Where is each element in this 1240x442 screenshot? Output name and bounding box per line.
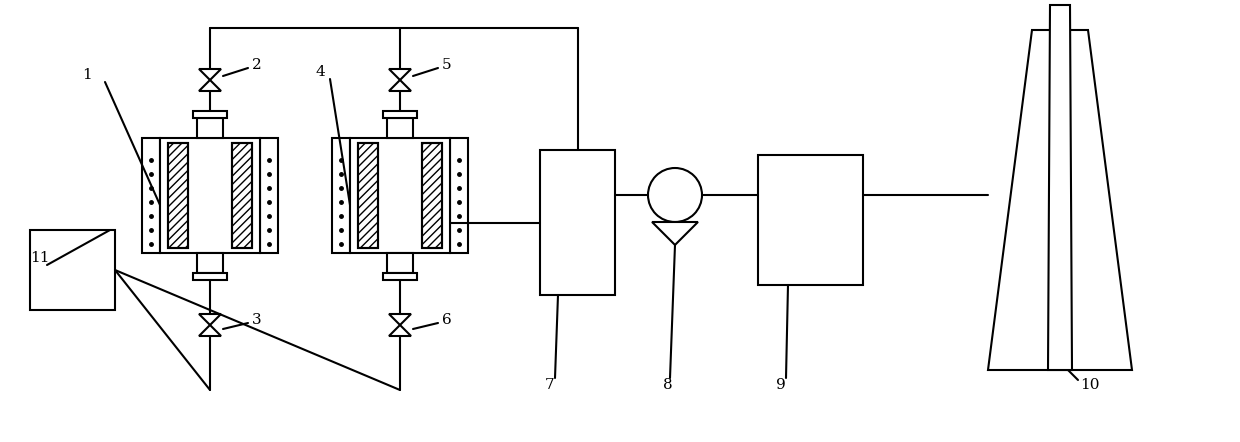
Bar: [383, 273, 417, 279]
Text: 8: 8: [663, 378, 672, 392]
Text: 1: 1: [82, 68, 92, 82]
Bar: [232, 142, 252, 248]
Text: 11: 11: [30, 251, 50, 265]
Bar: [450, 137, 467, 252]
Bar: [197, 118, 223, 137]
Bar: [193, 273, 227, 279]
Bar: [167, 142, 188, 248]
Bar: [358, 142, 378, 248]
Bar: [758, 155, 863, 285]
Polygon shape: [389, 325, 410, 336]
Bar: [260, 137, 278, 252]
Text: 2: 2: [252, 58, 262, 72]
Polygon shape: [198, 80, 221, 91]
Bar: [358, 142, 378, 248]
Polygon shape: [389, 314, 410, 325]
Polygon shape: [652, 222, 698, 245]
Bar: [422, 142, 441, 248]
Bar: [197, 252, 223, 273]
Bar: [143, 137, 160, 252]
Text: 9: 9: [776, 378, 786, 392]
Polygon shape: [988, 30, 1132, 370]
Bar: [30, 230, 115, 310]
Bar: [383, 110, 417, 118]
Polygon shape: [389, 80, 410, 91]
Bar: [539, 150, 615, 295]
Text: 3: 3: [252, 313, 262, 327]
Bar: [332, 137, 350, 252]
Text: 5: 5: [441, 58, 451, 72]
Bar: [387, 118, 413, 137]
Text: 7: 7: [546, 378, 554, 392]
Polygon shape: [198, 325, 221, 336]
Polygon shape: [389, 69, 410, 80]
Bar: [167, 142, 188, 248]
Bar: [193, 110, 227, 118]
Polygon shape: [198, 69, 221, 80]
Circle shape: [649, 168, 702, 222]
Bar: [422, 142, 441, 248]
Text: 4: 4: [315, 65, 325, 79]
Polygon shape: [1048, 5, 1073, 370]
Bar: [160, 137, 260, 252]
Polygon shape: [198, 314, 221, 325]
Bar: [232, 142, 252, 248]
Bar: [350, 137, 450, 252]
Bar: [387, 252, 413, 273]
Text: 10: 10: [1080, 378, 1100, 392]
Text: 6: 6: [441, 313, 451, 327]
